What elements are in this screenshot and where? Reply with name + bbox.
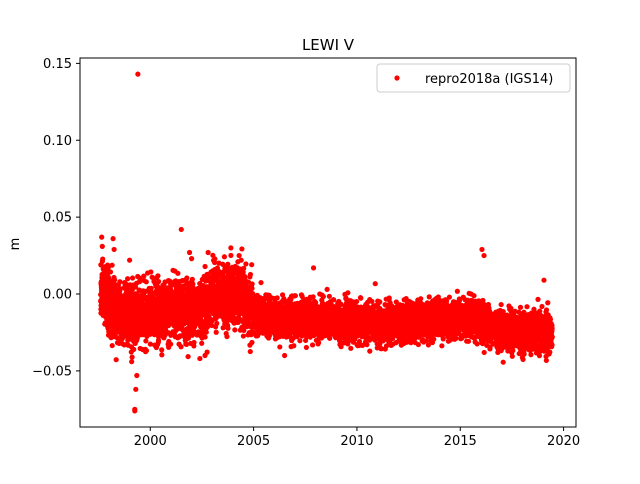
data-point — [199, 340, 205, 346]
data-point — [221, 254, 228, 260]
data-point — [147, 341, 153, 347]
data-point — [249, 281, 255, 287]
data-point — [225, 325, 231, 331]
data-point — [148, 285, 154, 291]
data-point — [141, 273, 147, 279]
data-point — [99, 243, 105, 249]
data-point — [240, 333, 246, 339]
data-point — [107, 269, 114, 275]
data-point — [105, 265, 111, 271]
data-point — [161, 283, 167, 289]
data-point — [316, 339, 322, 346]
data-point — [117, 279, 123, 285]
data-point — [292, 293, 298, 299]
data-point — [156, 278, 162, 285]
data-point — [143, 338, 149, 344]
plot-area — [98, 71, 555, 414]
data-point — [111, 277, 118, 283]
data-point — [224, 333, 230, 340]
data-point — [159, 347, 165, 353]
data-point — [191, 339, 197, 346]
data-point — [249, 339, 255, 346]
data-point — [348, 345, 354, 351]
data-point — [364, 342, 370, 348]
data-point — [185, 353, 191, 360]
data-point — [247, 348, 253, 355]
data-point — [243, 261, 249, 267]
data-point — [327, 335, 333, 341]
data-point — [105, 274, 112, 280]
data-point — [232, 327, 238, 333]
data-point — [149, 274, 155, 280]
data-point — [168, 341, 174, 347]
data-point — [117, 285, 123, 292]
data-point — [202, 334, 208, 340]
data-point — [143, 279, 149, 285]
data-point — [326, 293, 332, 299]
data-point — [143, 348, 150, 354]
data-point — [214, 320, 220, 326]
data-point — [331, 297, 337, 303]
data-point — [369, 298, 375, 305]
data-point — [109, 262, 115, 268]
data-point — [137, 275, 143, 281]
data-point — [303, 344, 309, 351]
data-point — [358, 295, 364, 301]
data-point — [148, 269, 154, 275]
data-point — [274, 295, 280, 301]
data-point — [159, 352, 165, 358]
data-point — [202, 263, 208, 270]
data-point — [213, 329, 219, 335]
data-point — [184, 275, 190, 281]
y-axis-label: m — [8, 238, 23, 251]
data-point — [258, 279, 264, 286]
data-point — [129, 354, 135, 360]
data-point — [155, 273, 161, 279]
data-point — [291, 343, 297, 349]
data-point — [189, 276, 195, 282]
data-point — [109, 342, 115, 349]
data-point — [129, 275, 136, 281]
data-point — [324, 286, 330, 293]
data-point — [297, 338, 303, 344]
data-point — [367, 348, 373, 354]
data-point — [134, 335, 140, 341]
data-point — [372, 281, 378, 287]
data-point — [377, 299, 383, 305]
data-point — [228, 252, 234, 259]
data-point — [212, 256, 218, 262]
data-point — [345, 290, 351, 296]
data-point — [320, 293, 326, 300]
data-point — [100, 256, 106, 262]
data-point — [309, 342, 316, 348]
data-point — [277, 344, 283, 350]
data-point — [125, 276, 131, 282]
data-point — [113, 357, 119, 363]
data-point — [239, 246, 245, 252]
data-point — [249, 262, 255, 268]
chart-title: LEWI V — [302, 36, 355, 54]
data-point — [178, 344, 184, 350]
data-point — [353, 298, 360, 305]
data-point — [175, 270, 181, 276]
data-point — [247, 271, 254, 278]
data-point — [249, 285, 255, 292]
data-point — [310, 294, 316, 300]
